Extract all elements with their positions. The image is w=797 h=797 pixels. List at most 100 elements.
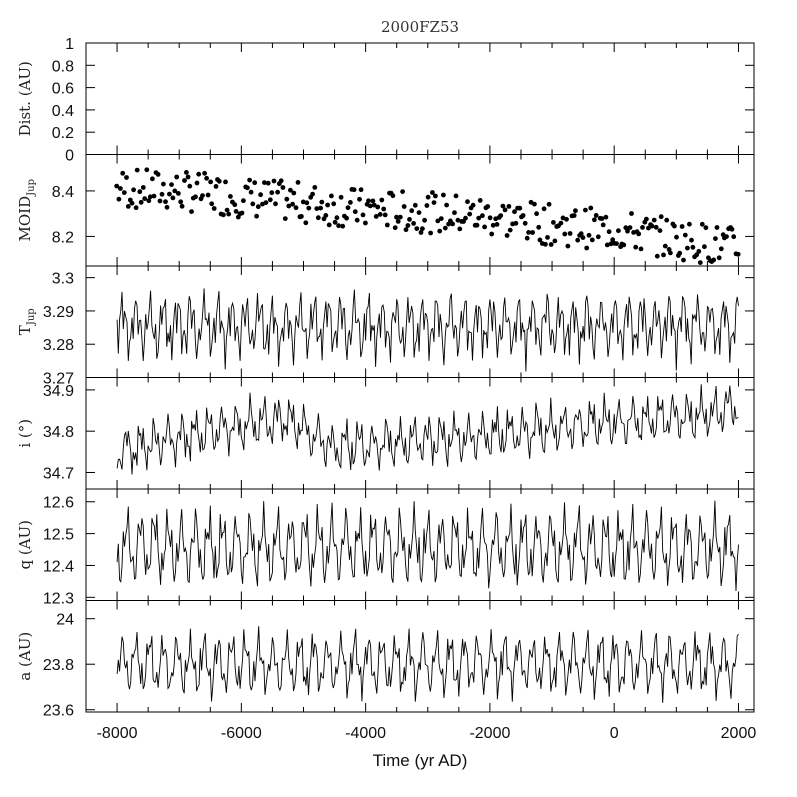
- data-point: [137, 189, 143, 195]
- data-point: [662, 243, 668, 249]
- y-tick-label: 34.8: [43, 424, 74, 441]
- data-point: [187, 183, 193, 189]
- data-point: [182, 178, 187, 183]
- data-point: [731, 234, 737, 240]
- data-point: [441, 192, 446, 198]
- data-point: [437, 228, 443, 234]
- data-point: [735, 251, 741, 257]
- data-point: [476, 215, 482, 221]
- data-point: [116, 196, 122, 202]
- data-point: [711, 257, 717, 263]
- data-point: [524, 235, 530, 241]
- data-point: [636, 231, 642, 237]
- data-point: [625, 228, 630, 234]
- data-point: [196, 171, 202, 177]
- data-point: [546, 201, 552, 207]
- data-point: [502, 207, 508, 213]
- data-point: [169, 182, 174, 188]
- x-axis-label: Time (yr AD): [373, 751, 468, 770]
- data-point: [133, 205, 139, 211]
- data-point: [580, 235, 586, 241]
- data-point: [184, 170, 189, 175]
- data-point: [425, 194, 431, 200]
- y-axis-label: a (AU): [16, 632, 34, 681]
- data-point: [205, 192, 211, 198]
- data-point: [216, 178, 222, 184]
- data-point: [455, 217, 461, 223]
- data-point: [124, 175, 129, 180]
- data-point: [267, 197, 273, 203]
- data-point: [247, 177, 253, 183]
- data-point: [674, 234, 679, 240]
- data-point: [578, 231, 584, 237]
- data-point: [326, 222, 332, 228]
- data-point: [395, 219, 401, 224]
- data-point: [202, 170, 208, 176]
- data-point: [159, 191, 165, 197]
- data-point: [405, 223, 411, 228]
- data-point: [507, 227, 513, 233]
- data-point: [687, 221, 692, 227]
- data-point: [189, 209, 194, 215]
- data-point: [571, 213, 577, 218]
- data-point: [614, 241, 619, 247]
- data-point: [689, 237, 694, 243]
- y-axis-label: TJup: [16, 308, 37, 335]
- data-point: [657, 228, 663, 234]
- y-tick-label: 3.28: [43, 337, 74, 354]
- data-point: [379, 197, 385, 203]
- data-point: [668, 250, 673, 256]
- data-point: [558, 220, 564, 226]
- data-point: [592, 217, 597, 223]
- panel-a: 23.6 23.8 24 a (AU): [16, 600, 755, 720]
- data-point: [284, 196, 290, 202]
- data-point: [331, 201, 337, 207]
- data-point: [724, 234, 729, 240]
- data-point: [269, 190, 275, 196]
- data-point: [157, 198, 163, 204]
- data-point: [401, 204, 407, 209]
- y-tick-label: 0: [65, 148, 74, 165]
- data-point: [161, 181, 166, 187]
- data-point: [517, 205, 523, 211]
- x-tick-label: 0: [610, 725, 619, 742]
- data-point: [467, 211, 473, 217]
- data-point: [435, 218, 441, 224]
- data-point: [390, 193, 396, 199]
- data-point: [114, 183, 120, 189]
- data-point: [255, 204, 261, 210]
- panel-dist: 0 0.2 0.4 0.6 0.8 1 Dist. (AU): [16, 36, 755, 165]
- data-point: [375, 204, 381, 210]
- data-point: [323, 213, 329, 218]
- data-point: [179, 203, 185, 209]
- data-point: [661, 252, 666, 258]
- data-point: [500, 203, 506, 209]
- data-point: [504, 233, 510, 238]
- data-point: [147, 194, 153, 200]
- data-point: [589, 237, 595, 243]
- data-point: [703, 225, 709, 231]
- data-point: [716, 255, 722, 261]
- data-point: [438, 216, 444, 222]
- data-point: [697, 260, 703, 265]
- y-axis-label: q (AU): [16, 520, 34, 570]
- data-point: [696, 249, 702, 254]
- data-point: [319, 199, 325, 205]
- data-point: [490, 222, 496, 228]
- data-point: [627, 225, 633, 231]
- data-point: [134, 167, 140, 173]
- series-line-tjup: [116, 288, 739, 372]
- data-point: [477, 198, 483, 203]
- series-line-a: [116, 626, 739, 703]
- data-point: [357, 196, 362, 202]
- data-point: [463, 215, 468, 221]
- data-point: [513, 220, 519, 226]
- data-point: [295, 180, 301, 185]
- data-point: [273, 201, 278, 207]
- data-point: [384, 222, 390, 228]
- data-point: [282, 216, 288, 222]
- data-point: [377, 212, 383, 217]
- data-point: [562, 231, 568, 237]
- data-point: [248, 189, 254, 195]
